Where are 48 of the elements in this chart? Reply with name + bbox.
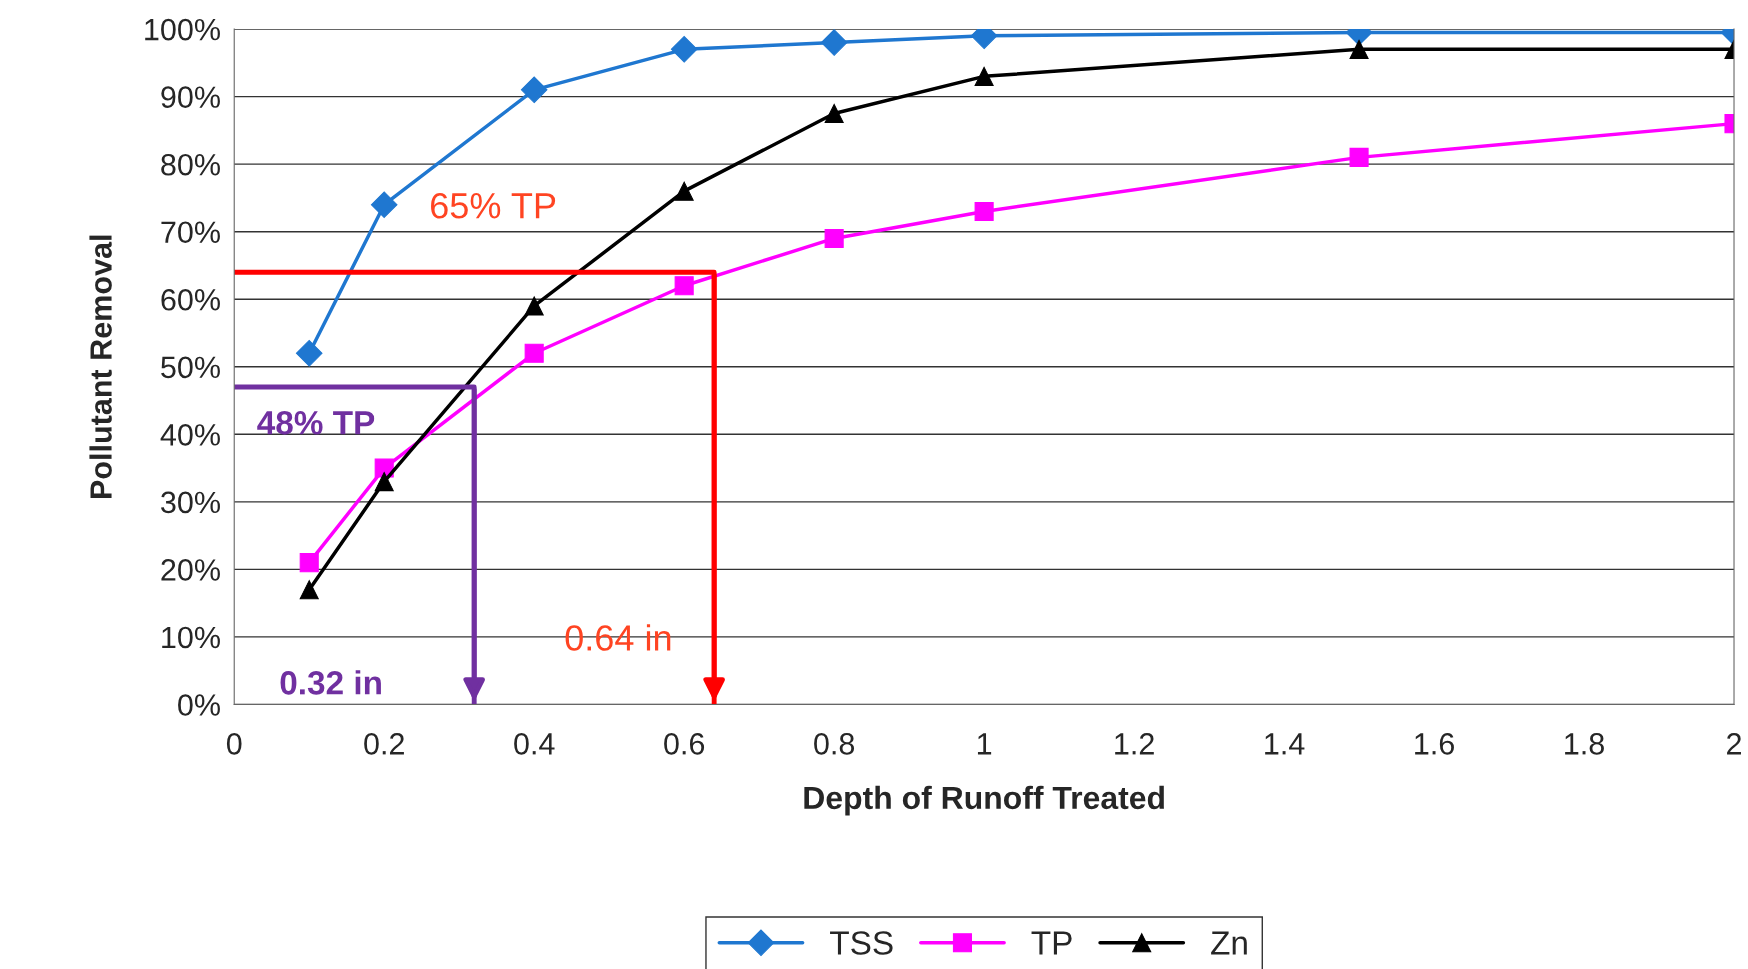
y-tick-label: 10%: [162, 626, 220, 649]
annotation: 48% TP: [257, 411, 375, 435]
y-tick-label: 60%: [161, 288, 220, 311]
point: [295, 339, 323, 367]
x-axis-title: Depth of Runoff Treated: [804, 785, 1164, 816]
x-tick-label: 0.2: [364, 733, 404, 755]
legend-label: TP: [1031, 931, 1072, 955]
y-tick-label: 100%: [145, 18, 220, 41]
annotation: 0.32 in: [280, 670, 381, 695]
point: [374, 472, 394, 492]
point: [520, 76, 548, 104]
x-tick-label: 1.2: [1115, 733, 1154, 755]
x-tick-label: 2: [1727, 733, 1741, 755]
point: [674, 276, 694, 296]
annotation: 65% TP: [431, 192, 556, 219]
y-tick-label: 50%: [161, 356, 220, 379]
x-tick-label: 0.6: [664, 733, 705, 755]
point: [1349, 147, 1369, 167]
point: [299, 580, 319, 600]
x-tick-label: 1.6: [1415, 733, 1454, 755]
point: [670, 36, 698, 63]
y-tick-label: 0%: [178, 694, 220, 716]
y-tick-label: 70%: [161, 221, 220, 244]
x-tick-label: 1.4: [1265, 733, 1305, 755]
y-tick-label: 30%: [161, 491, 220, 514]
y-tick-label: 90%: [161, 86, 220, 108]
point: [824, 103, 844, 124]
legend-label: Zn: [1211, 931, 1247, 955]
y-axis-title: Pollutant Removal: [89, 235, 112, 498]
x-tick-label: 0: [226, 733, 242, 755]
point: [524, 296, 544, 316]
point: [820, 29, 848, 56]
y-tick-label: 80%: [161, 153, 220, 176]
point: [1349, 39, 1369, 59]
point: [370, 191, 398, 218]
point: [524, 343, 544, 363]
point: [674, 181, 694, 201]
y-tick-label: 40%: [160, 424, 220, 446]
x-tick-label: 1: [977, 733, 992, 755]
legend-label: TSS: [830, 931, 893, 955]
point: [824, 228, 844, 248]
point: [299, 553, 319, 573]
x-tick-label: 1.8: [1565, 733, 1604, 755]
x-tick-label: 0.8: [814, 733, 855, 755]
x-tick-label: 0.4: [514, 733, 555, 755]
y-tick-label: 20%: [161, 559, 220, 581]
point: [974, 201, 994, 221]
point: [974, 66, 994, 86]
